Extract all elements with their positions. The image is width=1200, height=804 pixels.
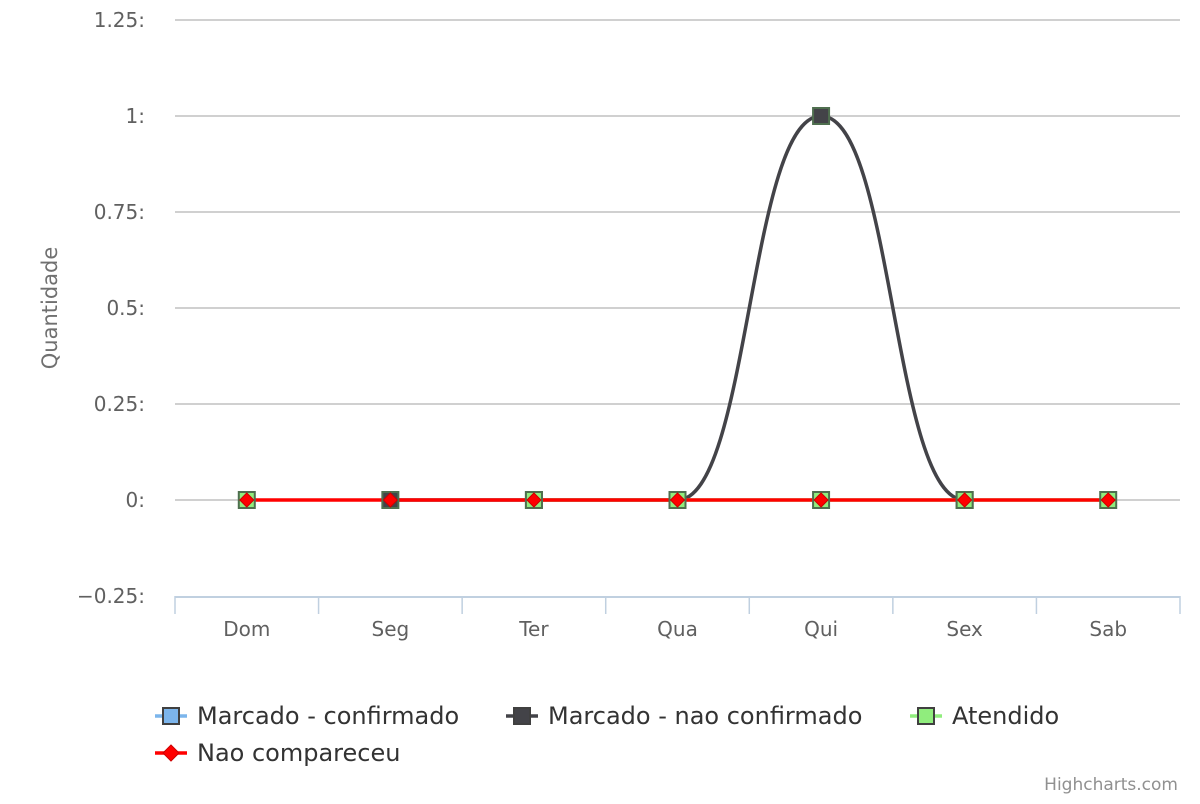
legend-diamond-icon <box>162 744 180 762</box>
y-axis-ticks: 1.25: 1: 0.75: 0.5: 0.25: 0: −0.25: <box>77 8 145 608</box>
x-tick-label: Qui <box>804 617 838 641</box>
credits-link[interactable]: Highcharts.com <box>1044 775 1178 795</box>
x-axis <box>174 596 1181 614</box>
legend-item[interactable]: Marcado - nao confirmado <box>506 702 862 730</box>
legend-square-icon <box>162 707 180 725</box>
legend-label: Marcado - confirmado <box>197 702 459 730</box>
legend-square-icon <box>917 707 935 725</box>
y-tick-label: 1: <box>126 104 145 128</box>
data-point-nao-compareceu[interactable] <box>382 492 399 508</box>
data-point-nao-compareceu[interactable] <box>526 492 542 508</box>
x-tick-label: Ter <box>518 617 549 641</box>
x-tick-label: Seg <box>372 617 410 641</box>
x-tick-label: Dom <box>223 617 270 641</box>
legend-label: Marcado - nao confirmado <box>548 702 862 730</box>
y-tick-label: −0.25: <box>77 584 145 608</box>
series-markers <box>237 107 1118 509</box>
legend-square-icon <box>513 707 531 725</box>
legend: Marcado - confirmado Marcado - nao confir… <box>155 702 1059 767</box>
data-point-nao-compareceu[interactable] <box>239 492 255 508</box>
legend-item[interactable]: Marcado - confirmado <box>155 702 459 730</box>
y-tick-label: 1.25: <box>94 8 145 32</box>
data-point-nao-compareceu[interactable] <box>669 492 686 508</box>
legend-label: Nao compareceu <box>197 739 400 767</box>
y-tick-label: 0.25: <box>94 392 145 416</box>
legend-item[interactable]: Nao compareceu <box>155 739 400 767</box>
x-tick-label: Sex <box>946 617 983 641</box>
x-tick-label: Sab <box>1089 617 1127 641</box>
legend-item[interactable]: Atendido <box>910 702 1059 730</box>
y-tick-label: 0.75: <box>94 200 145 224</box>
data-point-nao-compareceu[interactable] <box>813 492 829 508</box>
data-point-nao-compareceu[interactable] <box>956 492 973 508</box>
legend-label: Atendido <box>952 702 1059 730</box>
y-axis-label: Quantidade <box>38 247 62 370</box>
y-tick-label: 0.5: <box>106 296 145 320</box>
x-axis-ticks: Dom Seg Ter Qua Qui Sex Sab <box>223 617 1127 641</box>
y-tick-label: 0: <box>126 488 145 512</box>
grid-lines <box>175 19 1180 501</box>
data-point-marcado-nao-confirmado[interactable] <box>812 107 831 125</box>
x-tick-label: Qua <box>657 617 698 641</box>
data-point-nao-compareceu[interactable] <box>1100 492 1116 508</box>
